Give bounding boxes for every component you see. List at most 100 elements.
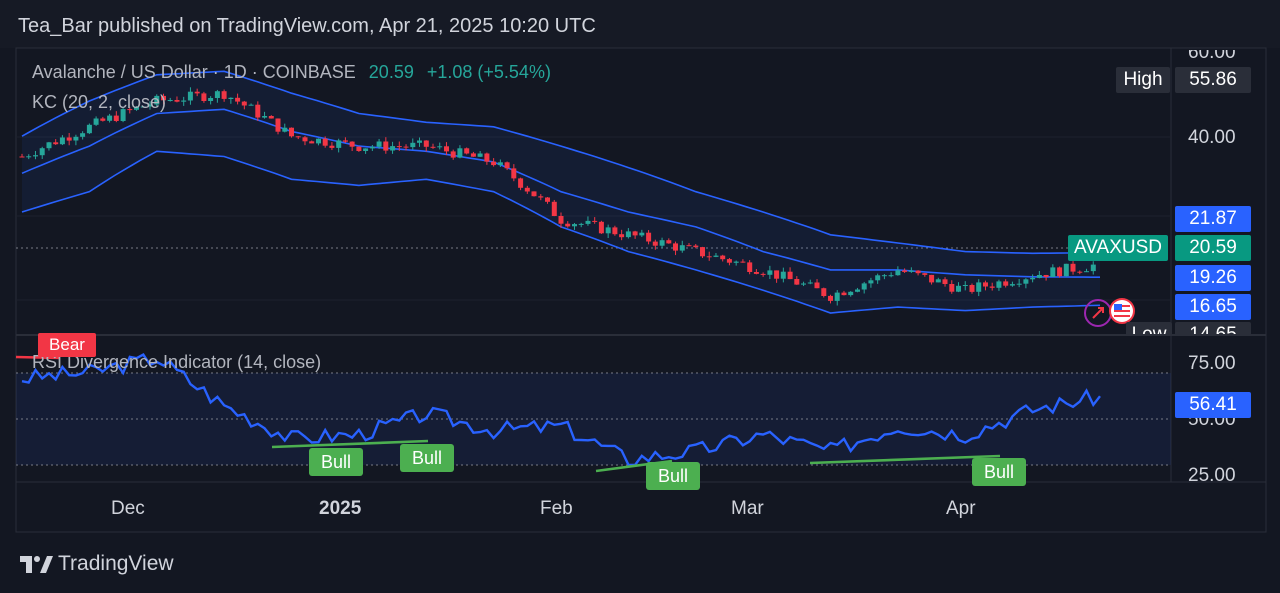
candle-body-60 <box>423 140 429 147</box>
candle-body-149 <box>1023 279 1029 284</box>
time-label-2025: 2025 <box>319 498 362 519</box>
candle-body-96 <box>666 240 672 244</box>
candle-body-7 <box>66 137 72 141</box>
candle-body-134 <box>922 273 928 275</box>
candle-body-109 <box>753 272 759 274</box>
candle-body-54 <box>383 141 389 151</box>
candle-body-113 <box>780 271 786 279</box>
candle-body-123 <box>848 291 854 296</box>
candle-body-5 <box>53 142 59 145</box>
candle-body-121 <box>834 292 840 301</box>
candle-body-69 <box>484 153 490 162</box>
candle-body-120 <box>828 295 833 301</box>
candle-body-59 <box>417 140 422 143</box>
candle-body-12 <box>100 118 106 121</box>
bull-signal-tag-2: Bull <box>400 444 454 472</box>
tradingview-logo-icon <box>20 556 53 573</box>
candle-body-130 <box>895 270 901 276</box>
candle-body-92 <box>639 232 645 236</box>
candle-body-30 <box>221 91 227 99</box>
candle-body-124 <box>855 289 860 292</box>
rsi-current-tag: 56.41 <box>1175 392 1251 418</box>
kc-upper-line <box>21 70 1101 255</box>
kc-upper-tag: 21.87 <box>1175 206 1251 232</box>
time-label-apr: Apr <box>946 498 976 519</box>
bear-line <box>15 355 61 360</box>
high-label-tag: High <box>1116 67 1170 93</box>
candle-body-41 <box>295 136 301 138</box>
bear-signal-tag: Bear <box>38 333 96 357</box>
candle-body-81 <box>565 223 571 227</box>
candle-body-148 <box>1016 283 1022 285</box>
candle-body-36 <box>262 116 268 118</box>
high-value-tag: 55.86 <box>1175 67 1251 93</box>
symbol-legend[interactable]: Avalanche / US Dollar · 1D · COINBASE 20… <box>32 62 551 83</box>
candle-body-105 <box>726 259 732 263</box>
candle-body-135 <box>929 274 935 283</box>
rsi-legend[interactable]: RSI Divergence Indicator (14, close) <box>32 352 322 372</box>
candle-body-82 <box>572 224 577 227</box>
candle-body-39 <box>282 127 288 132</box>
candle-body-156 <box>1070 263 1076 272</box>
candle-body-138 <box>949 284 955 292</box>
candle-body-8 <box>73 136 79 141</box>
candle-body-119 <box>821 288 827 296</box>
candle-body-13 <box>107 115 113 121</box>
candle-body-147 <box>1009 284 1015 286</box>
candle-body-46 <box>329 145 335 148</box>
candle-body-104 <box>720 255 726 260</box>
symbol-change: +1.08 (+5.54%) <box>426 62 551 82</box>
candle-body-91 <box>632 231 638 236</box>
candle-body-26 <box>194 91 200 94</box>
candle-body-57 <box>403 146 409 148</box>
last-price-tag: 20.59 <box>1175 235 1251 261</box>
candle-body-116 <box>801 283 806 285</box>
candle-body-87 <box>605 227 611 234</box>
candle-body-122 <box>841 292 847 296</box>
tradingview-brand[interactable]: TradingView <box>58 552 174 575</box>
time-label-feb: Feb <box>540 498 573 519</box>
candle-body-89 <box>619 234 625 238</box>
candle-body-51 <box>363 148 369 151</box>
candle-body-42 <box>302 137 308 142</box>
candle-body-38 <box>275 118 281 132</box>
candle-body-98 <box>679 245 685 251</box>
candle-body-61 <box>430 146 436 148</box>
candle-body-129 <box>888 275 894 277</box>
candle-body-133 <box>915 270 921 274</box>
candle-body-23 <box>174 100 180 102</box>
candle-body-132 <box>908 270 914 272</box>
low-label-tag: Low <box>1126 322 1172 334</box>
rsi-band-fill <box>16 373 1171 465</box>
candle-body-63 <box>444 146 449 152</box>
candle-body-34 <box>248 104 254 106</box>
candle-body-24 <box>181 100 187 102</box>
candle-body-22 <box>167 100 173 101</box>
candle-body-10 <box>86 124 92 134</box>
kc-legend[interactable]: KC (20, 2, close) <box>32 92 167 112</box>
candle-body-86 <box>598 221 604 234</box>
candle-body-56 <box>396 146 402 148</box>
kc-lower-tag: 16.65 <box>1175 294 1251 320</box>
rsi-tick-25: 25.00 <box>1188 465 1236 486</box>
time-label-dec: Dec <box>111 498 145 519</box>
candle-body-126 <box>868 280 874 284</box>
candle-body-127 <box>875 275 881 281</box>
candle-body-141 <box>969 285 975 292</box>
candle-body-11 <box>93 118 99 125</box>
candle-body-6 <box>59 137 65 145</box>
candle-body-79 <box>551 201 557 216</box>
price-tick-top: 60.00 <box>1188 50 1236 62</box>
candle-body-64 <box>450 151 456 158</box>
candle-body-2 <box>33 155 38 157</box>
candle-body-72 <box>504 162 510 169</box>
candle-body-153 <box>1050 267 1056 277</box>
candle-body-0 <box>19 156 25 158</box>
candle-body-101 <box>700 247 705 257</box>
candle-body-9 <box>80 133 86 137</box>
candle-body-70 <box>491 161 497 166</box>
bull-signal-tag-4: Bull <box>972 458 1026 486</box>
candle-body-73 <box>511 168 517 179</box>
candle-body-139 <box>956 285 961 292</box>
